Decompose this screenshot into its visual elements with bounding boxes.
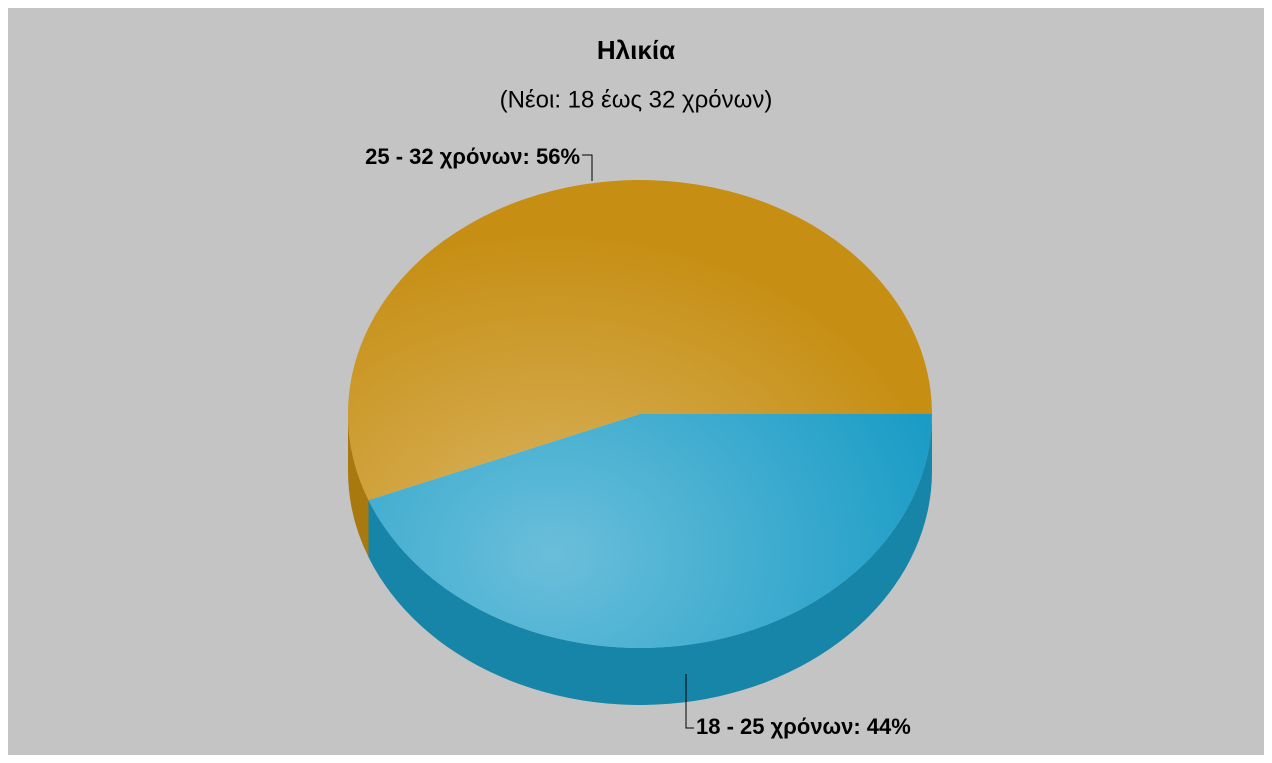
slice-shine: [348, 180, 932, 648]
chart-title: Ηλικία: [597, 35, 675, 65]
slice-side: [348, 414, 369, 558]
leader-line: [685, 674, 694, 729]
data-label: 25 - 32 χρόνων: 56%: [365, 144, 580, 169]
leader-line: [582, 154, 593, 181]
data-label: 18 - 25 χρόνων: 44%: [696, 714, 911, 739]
slice-side: [368, 414, 933, 705]
chart-subtitle: (Νέοι: 18 έως 32 χρόνων): [500, 86, 773, 113]
